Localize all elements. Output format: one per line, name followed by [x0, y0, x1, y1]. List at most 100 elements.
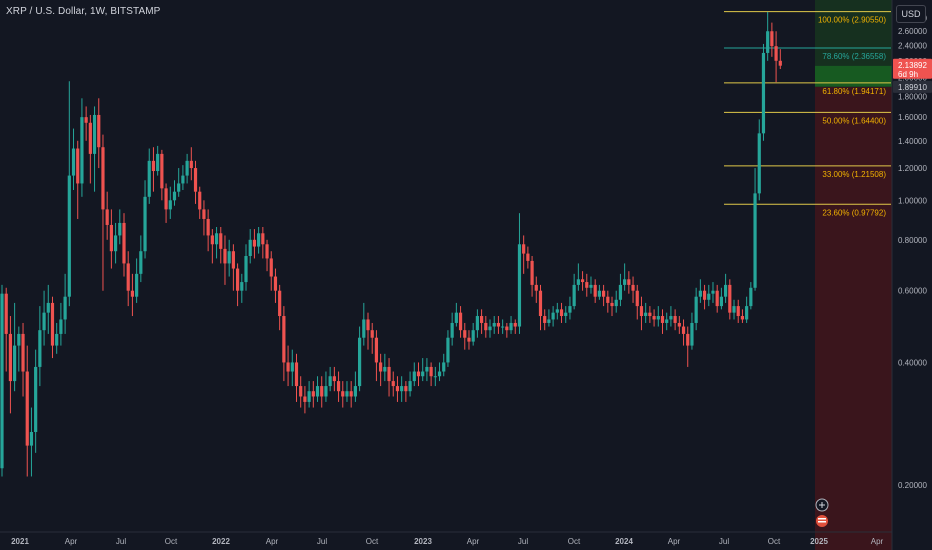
candle	[745, 296, 749, 323]
candle-body	[38, 330, 42, 367]
chart-markers	[815, 498, 829, 527]
candle-body	[366, 319, 370, 331]
candle-body	[454, 312, 458, 323]
candle-body	[290, 362, 294, 372]
candle	[652, 309, 656, 327]
candle	[315, 376, 320, 402]
candle-body	[231, 251, 235, 269]
candle	[227, 239, 231, 277]
candle-body	[282, 316, 286, 363]
candle-body	[379, 362, 383, 372]
candle	[332, 366, 336, 392]
candle-body	[656, 316, 660, 320]
candle	[774, 31, 778, 83]
candle	[113, 222, 118, 264]
candle	[719, 287, 723, 310]
candle	[286, 345, 290, 387]
candle	[189, 147, 193, 181]
candle	[761, 43, 766, 141]
candle-body	[143, 196, 147, 252]
candle-body	[442, 362, 446, 372]
candle-body	[702, 290, 707, 300]
fib-level-label: 23.60% (0.97792)	[822, 208, 886, 217]
candle-body	[240, 282, 244, 291]
candle-body	[736, 306, 740, 317]
candle	[538, 284, 543, 331]
candle-body	[92, 114, 97, 154]
candle-body	[391, 381, 395, 387]
candle	[374, 330, 379, 382]
candle-body	[307, 391, 311, 402]
candle	[135, 258, 139, 303]
candle-body	[42, 312, 46, 331]
candle-body	[185, 160, 189, 176]
candle	[21, 322, 25, 397]
candle-body	[130, 290, 135, 297]
candle-body	[147, 160, 151, 197]
candle	[252, 229, 257, 259]
candle	[248, 229, 252, 264]
candle	[778, 49, 782, 70]
candle	[383, 353, 387, 382]
candle-body	[412, 371, 416, 382]
candle-body	[261, 233, 265, 245]
candle-body	[538, 290, 543, 317]
candle-body	[328, 376, 332, 387]
candle-body	[315, 386, 320, 397]
candle	[143, 180, 147, 259]
candle-body	[362, 319, 366, 338]
candle-body	[353, 386, 357, 397]
candle	[669, 306, 673, 327]
candle	[387, 358, 391, 397]
time-tick-label: Apr	[266, 537, 279, 546]
candle	[290, 349, 294, 387]
candle-body	[774, 46, 778, 61]
candle-body	[648, 312, 652, 317]
fib-level-label: 100.00% (2.90550)	[818, 16, 886, 25]
candle-body	[278, 290, 282, 317]
candle-body	[631, 284, 635, 291]
candle-body	[458, 312, 463, 331]
candle	[442, 353, 446, 377]
candle-body	[214, 233, 219, 245]
candle	[408, 371, 412, 397]
time-tick-label: Jul	[719, 537, 729, 546]
candle-body	[766, 31, 770, 53]
currency-button[interactable]: USD	[896, 5, 926, 23]
candle-body	[34, 366, 38, 432]
flag-icon-stripe	[818, 521, 826, 523]
candle	[122, 213, 126, 277]
candle-body	[543, 316, 547, 323]
candle-body	[0, 293, 4, 469]
candle-body	[17, 333, 21, 346]
candle-body	[219, 233, 223, 249]
countdown-label: 6d 9h	[898, 70, 918, 79]
candle	[362, 302, 366, 346]
candle	[118, 209, 122, 245]
candle-body	[761, 52, 766, 134]
candle-body	[320, 386, 324, 397]
candle	[63, 273, 67, 334]
time-axis: 2021 Apr Jul Oct 2022 Apr Jul Oct 2023 Apr Jul Oct 2…	[0, 531, 892, 546]
candle-body	[63, 296, 67, 320]
candle	[282, 306, 286, 382]
price-axis: 2.800002.600002.400002.200002.000001.800…	[891, 0, 932, 550]
candle	[8, 316, 13, 414]
candle	[547, 309, 551, 327]
candle-body	[530, 260, 534, 285]
candle-body	[753, 193, 757, 288]
candle	[181, 165, 185, 191]
candle-body	[168, 200, 172, 210]
candle	[526, 246, 530, 269]
price-marker-tag	[893, 80, 932, 93]
candle-body	[370, 330, 374, 338]
add-alert-icon	[815, 498, 829, 512]
candle-body	[109, 224, 113, 252]
symbol-title[interactable]: XRP / U.S. Dollar, 1W, BITSTAMP	[6, 6, 161, 17]
candle-body	[59, 319, 63, 334]
candle	[126, 251, 130, 307]
candle	[749, 282, 753, 310]
candle	[235, 263, 240, 307]
candle-body	[248, 239, 252, 257]
